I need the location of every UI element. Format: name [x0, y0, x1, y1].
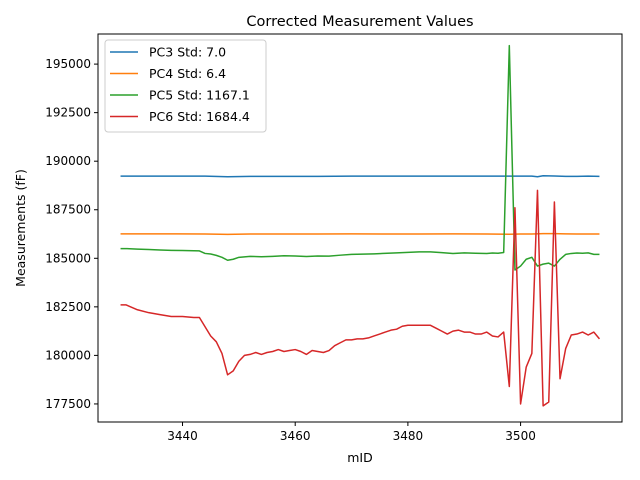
- y-axis-label: Measurements (fF): [13, 169, 28, 287]
- legend-label-2: PC4 Std: 6.4: [149, 66, 226, 81]
- y-tick-label: 182500: [45, 300, 91, 314]
- x-axis-label: mID: [347, 450, 373, 465]
- series-line-2: [120, 232, 600, 236]
- axes-frame: [97, 33, 623, 423]
- legend: PC3 Std: 7.0 PC4 Std: 6.4 PC5 Std: 1167.1 P…: [104, 39, 267, 133]
- y-tick-label: 195000: [45, 57, 91, 71]
- y-tick-label: 185000: [45, 251, 91, 265]
- y-axis-ticks: 177500 180000 182500 185000 187500 190000 1925…: [45, 57, 98, 411]
- legend-entries: PC3 Std: 7.0 PC4 Std: 6.4 PC5 Std: 1167.1 P…: [110, 45, 250, 124]
- y-tick-label: 180000: [45, 348, 91, 362]
- legend-label-1: PC3 Std: 7.0: [149, 45, 226, 60]
- x-axis-ticks: 3440 3460 3480 3500: [167, 422, 536, 443]
- x-tick-label: 3480: [393, 429, 424, 443]
- y-tick-label: 177500: [45, 397, 91, 411]
- y-tick-label: 187500: [45, 203, 91, 217]
- legend-label-4: PC6 Std: 1684.4: [149, 109, 250, 124]
- legend-box: [104, 39, 267, 133]
- chart-title: Corrected Measurement Values: [246, 14, 473, 30]
- series-layer: [120, 44, 601, 407]
- y-tick-label: 192500: [45, 106, 91, 120]
- x-tick-label: 3460: [280, 429, 311, 443]
- plot-area: 3440 3460 3480 3500 177500 180000 182500 18500…: [45, 33, 623, 443]
- series-line-4: [120, 189, 601, 407]
- series-line-1: [120, 175, 600, 178]
- legend-label-3: PC5 Std: 1167.1: [149, 88, 250, 103]
- x-tick-label: 3440: [167, 429, 198, 443]
- y-tick-label: 190000: [45, 154, 91, 168]
- series-line-3: [120, 44, 600, 271]
- x-tick-label: 3500: [505, 429, 536, 443]
